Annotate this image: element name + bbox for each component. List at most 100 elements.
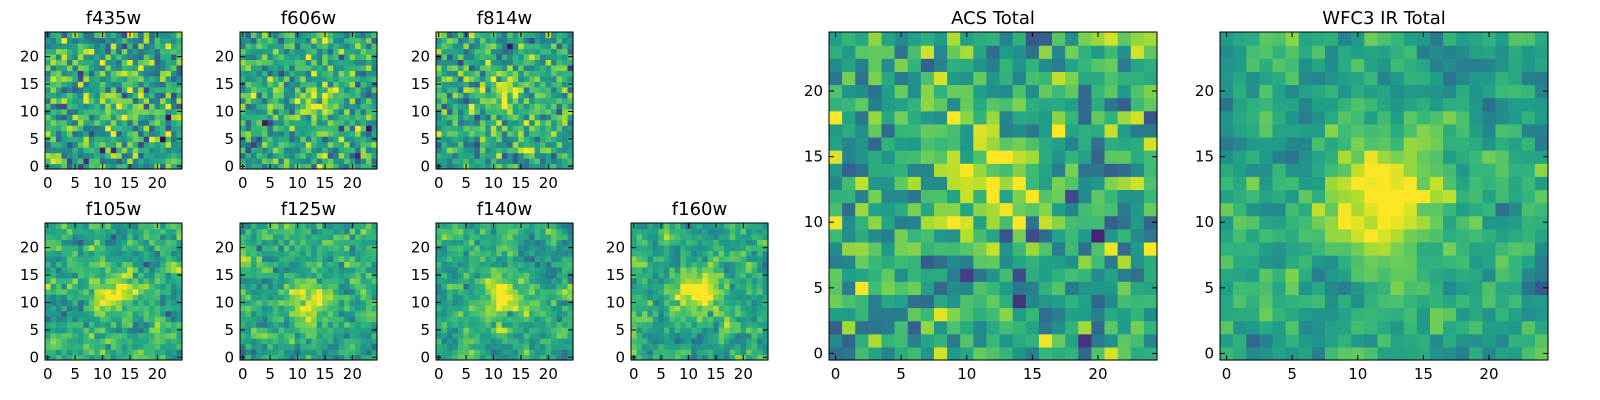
heatmap-cell [77,288,84,295]
heatmap-cell [261,108,268,115]
heatmap-cell [479,277,486,284]
heatmap-cell [631,266,638,273]
heatmap-cell [316,48,323,55]
heatmap-cell [512,299,519,306]
heatmap-cell [316,305,323,312]
heatmap-cell [132,103,139,110]
heatmap-cell [50,147,57,154]
heatmap-cell [457,272,464,279]
heatmap-cell [256,141,263,148]
heatmap-cell [138,321,145,328]
heatmap-cell [165,272,172,279]
heatmap-cell [83,272,90,279]
heatmap-cell [718,327,725,334]
heatmap-cell [45,103,52,110]
heatmap-cell [641,233,649,241]
heatmap-cell [294,92,301,99]
heatmap-cell [160,158,167,165]
y-tick-label: 10 [411,102,430,120]
heatmap-cell [366,64,373,71]
heatmap-cell [55,136,63,143]
heatmap-cell [61,321,68,328]
heatmap-cell [45,97,52,104]
heatmap-cell [272,81,279,88]
heatmap-cell [474,97,481,104]
heatmap-cell [534,136,541,143]
heatmap-cell [349,108,356,115]
heatmap-cell [360,59,367,66]
heatmap-cell [261,283,268,290]
heatmap-cell [512,244,519,251]
heatmap-cell [463,332,470,339]
heatmap-cell [105,32,112,39]
heatmap-cell [463,108,470,115]
heatmap-cell [322,294,329,301]
heatmap-cell [485,332,492,339]
heatmap-cell [1052,189,1066,204]
heatmap-cell [105,152,112,159]
heatmap-cell [77,53,84,60]
heatmap-cell [160,163,167,170]
heatmap-cell [556,125,563,132]
heatmap-cell [316,59,323,66]
heatmap-cell [83,310,90,317]
heatmap-cell [762,294,769,301]
heatmap-cell [55,272,63,279]
heatmap-cell [436,92,443,99]
heatmap-cell [366,75,373,82]
heatmap-cell [881,215,896,230]
heatmap-cell [463,152,470,159]
heatmap-cell [344,228,351,235]
heatmap-cell [300,266,307,273]
heatmap-cell [512,75,519,82]
heatmap-cell [1078,268,1092,282]
heatmap-cell [457,283,464,290]
heatmap-cell [143,261,150,268]
heatmap-cell [829,228,843,243]
heatmap-cell [272,70,279,77]
heatmap-cell [305,59,312,66]
heatmap-cell [523,136,530,143]
heatmap-cell [647,332,654,339]
heatmap-cell [349,233,356,241]
heatmap-cell [261,223,268,230]
heatmap-cell [556,332,563,339]
heatmap-cell [121,114,128,121]
heatmap-cell [94,294,101,301]
heatmap-cell [116,114,123,121]
heatmap-cell [355,48,362,55]
heatmap-cell [512,349,519,356]
heatmap-cell [349,37,356,44]
heatmap-cell [474,338,481,345]
heatmap-cell [294,37,301,44]
heatmap-cell [171,349,178,356]
heatmap-cell [327,239,334,246]
heatmap-cell [696,332,703,339]
heatmap-cell [829,307,843,322]
heatmap-cell [149,59,156,66]
heatmap-cell [311,136,318,143]
heatmap-cell [105,42,112,50]
heatmap-cell [360,114,367,121]
heatmap-cell [658,261,665,268]
heatmap-cell [474,283,481,290]
heatmap-cell [446,75,454,82]
heatmap-cell [349,277,356,284]
heatmap-cell [322,255,329,262]
heatmap-cell [636,305,643,312]
heatmap-cell [545,255,552,262]
heatmap-cell [66,114,73,121]
heatmap-cell [713,316,720,323]
heatmap-cell [45,321,52,328]
heatmap-cell [457,119,464,126]
heatmap-cell [311,305,318,312]
heatmap-cell [261,119,268,126]
heatmap-cell [300,261,307,268]
heatmap-cell [551,158,558,165]
heatmap-cell [127,119,134,126]
heatmap-cell [261,114,268,121]
heatmap-cell [355,305,362,312]
heatmap-cell [545,277,552,284]
heatmap-cell [512,233,519,241]
heatmap-cell [338,114,345,121]
